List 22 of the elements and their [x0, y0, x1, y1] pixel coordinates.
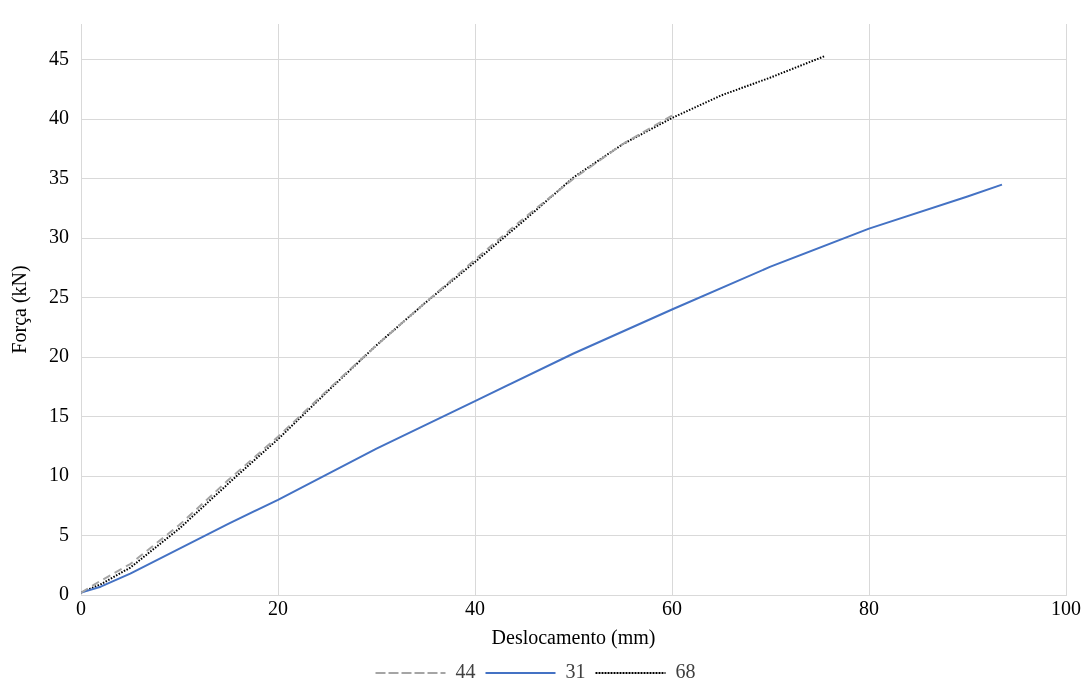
x-tick-label: 100 — [1051, 597, 1081, 620]
y-tick-label: 20 — [49, 344, 69, 367]
x-tick-label: 80 — [859, 597, 879, 620]
y-tick-label: 15 — [49, 403, 69, 426]
line-series — [81, 114, 673, 594]
x-tick-label: 40 — [465, 597, 485, 620]
y-tick-label: 25 — [49, 284, 69, 307]
y-tick-label: 40 — [49, 106, 69, 129]
y-tick-label: 0 — [59, 582, 69, 605]
x-axis-title: Deslocamento (mm) — [491, 626, 656, 650]
x-tick-label: 60 — [662, 597, 682, 620]
y-tick-label: 35 — [49, 165, 69, 188]
legend-label: 68 — [675, 660, 696, 683]
y-tick-label: 10 — [49, 463, 69, 486]
legend-label: 31 — [565, 660, 586, 683]
y-axis-title: Força (kN) — [8, 265, 32, 354]
legend-label: 44 — [455, 660, 476, 683]
x-tick-label: 0 — [76, 597, 86, 620]
y-tick-label: 5 — [59, 522, 69, 545]
x-tick-label: 20 — [268, 597, 288, 620]
y-tick-label: 30 — [49, 225, 69, 248]
y-tick-label: 45 — [49, 46, 69, 69]
